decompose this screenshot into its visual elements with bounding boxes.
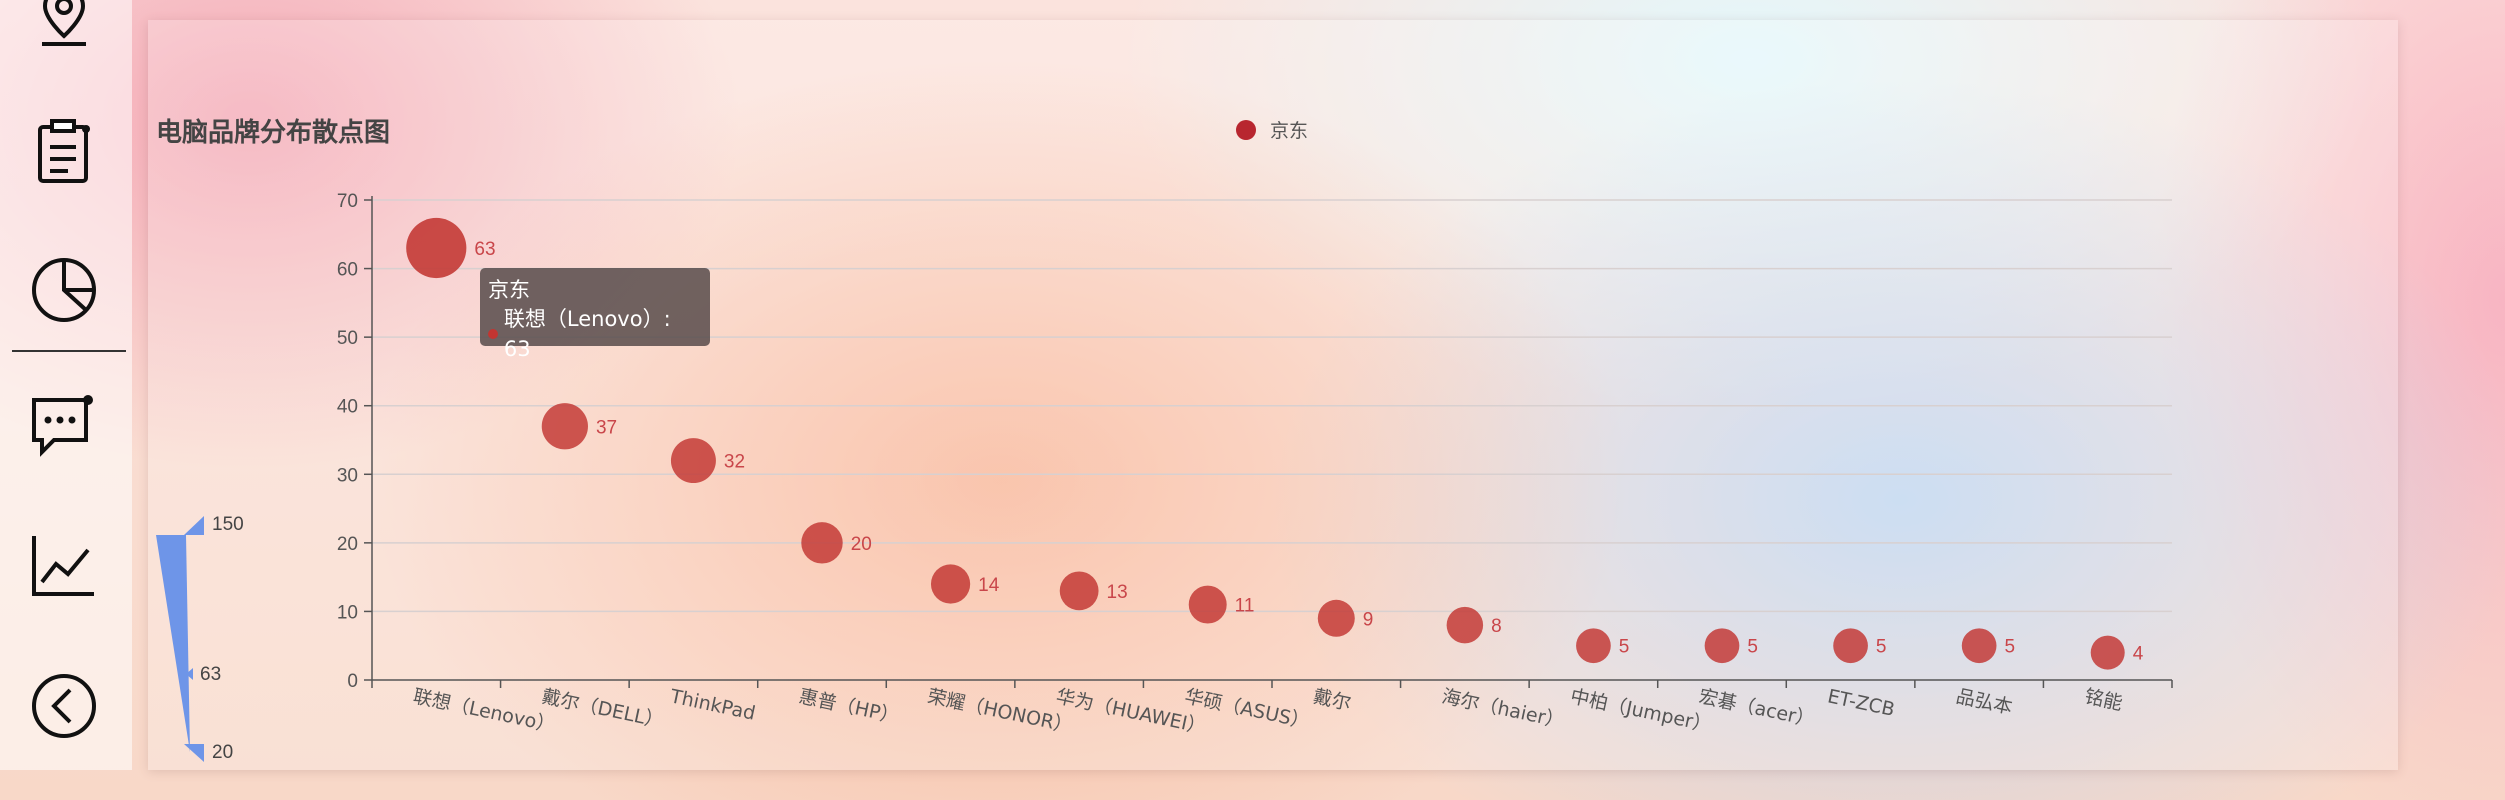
x-tick-label: ET-ZCB [1826, 685, 1897, 721]
x-tick-label: 海尔（haier） [1440, 685, 1566, 732]
data-point[interactable] [1961, 628, 1997, 664]
x-tick-label: 铭能 [2083, 685, 2125, 714]
y-tick-label: 40 [337, 397, 358, 418]
y-tick-label: 0 [347, 671, 358, 692]
visual-map-bar [156, 535, 190, 752]
legend-marker [1236, 119, 1256, 140]
data-label: 20 [851, 534, 872, 555]
data-label: 32 [724, 452, 745, 473]
data-point[interactable] [801, 522, 843, 564]
visual-map-indicator [186, 668, 193, 680]
tooltip-value: 联想（Lenovo）: 63 [503, 307, 671, 361]
line-chart-icon[interactable] [28, 530, 100, 602]
data-point[interactable] [1446, 606, 1484, 644]
data-points[interactable]: 63 37 32 20 14 13 11 9 8 5 5 5 5 4 [406, 217, 2144, 670]
data-label: 14 [978, 575, 1000, 596]
map-pin-icon[interactable] [28, 0, 100, 52]
visual-map[interactable]: 150 63 20 [156, 514, 244, 763]
y-tick-label: 70 [337, 191, 358, 212]
x-tick-label: 宏碁（acer） [1697, 685, 1817, 731]
tooltip: 京东 联想（Lenovo）: 63 [480, 268, 710, 361]
data-label: 5 [1619, 637, 1630, 658]
chat-icon[interactable] [28, 390, 100, 462]
visual-map-min-label: 20 [212, 742, 233, 763]
x-tick-label: 戴尔（DELL） [540, 685, 666, 732]
data-label: 63 [474, 239, 495, 260]
legend[interactable]: 京东 [1236, 116, 1308, 143]
pie-chart-icon[interactable] [28, 254, 100, 326]
x-tick-label: ThinkPad [667, 685, 757, 725]
data-label: 8 [1491, 616, 1502, 637]
sidebar [0, 0, 132, 770]
data-label: 5 [2004, 637, 2015, 658]
chart-panel [148, 20, 2398, 770]
grid [372, 199, 2172, 613]
tooltip-series: 京东 [488, 278, 530, 302]
clipboard-icon[interactable] [28, 115, 100, 187]
x-tick-label: 联想（Lenovo） [411, 685, 557, 737]
x-tick-label: 惠普（HP） [797, 685, 901, 728]
data-label: 37 [596, 417, 617, 438]
data-point[interactable] [1833, 628, 1868, 664]
data-label: 4 [2133, 644, 2144, 665]
tooltip-marker [488, 329, 498, 339]
back-icon[interactable] [28, 670, 100, 742]
y-tick-label: 10 [337, 602, 358, 623]
data-point[interactable] [1704, 628, 1740, 664]
data-point[interactable] [1576, 628, 1611, 664]
chart-title: 电脑品牌分布散点图 [156, 117, 391, 147]
legend-label: 京东 [1270, 120, 1309, 142]
data-label: 5 [1747, 637, 1758, 658]
data-point[interactable] [541, 403, 588, 450]
visual-map-max-label: 150 [212, 514, 244, 535]
data-point[interactable] [1188, 585, 1227, 624]
visual-map-handle-top[interactable] [184, 516, 204, 535]
data-point[interactable] [930, 564, 971, 604]
data-label: 5 [1876, 637, 1887, 658]
data-label: 11 [1235, 596, 1255, 617]
x-tick-label: 荣耀（HONOR） [926, 685, 1075, 737]
data-point[interactable] [1317, 599, 1355, 637]
data-point[interactable] [1059, 571, 1099, 611]
data-label: 13 [1107, 582, 1128, 603]
data-point[interactable] [2090, 635, 2125, 670]
data-point[interactable] [406, 217, 467, 279]
x-tick-label: 戴尔 [1311, 685, 1353, 714]
active-indicator [12, 350, 126, 352]
y-tick-label: 50 [337, 328, 358, 349]
data-point[interactable] [670, 438, 716, 484]
visual-map-handle-bottom[interactable] [184, 744, 204, 762]
x-tick-label: 品弘本 [1954, 685, 2014, 718]
y-tick-label: 30 [337, 465, 358, 486]
data-label: 9 [1363, 609, 1374, 630]
y-tick-label: 60 [337, 260, 358, 281]
x-tick-label: 中柏（Jumper） [1568, 685, 1713, 736]
y-tick-label: 20 [337, 534, 358, 555]
visual-map-current-label: 63 [200, 664, 221, 685]
